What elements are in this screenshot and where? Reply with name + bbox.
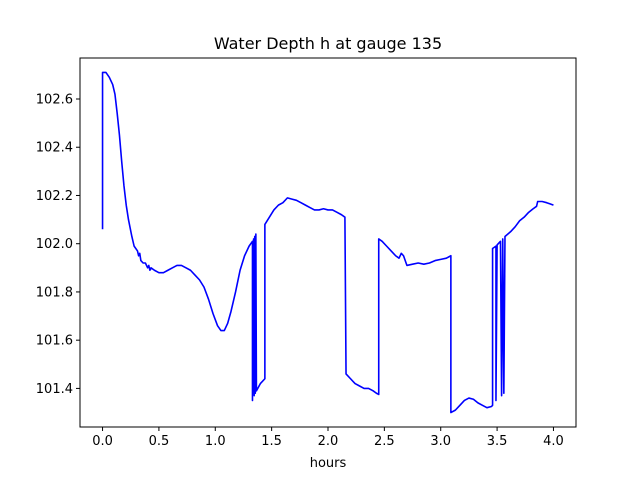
- x-tick-label: 1.0: [205, 434, 226, 449]
- x-tick-label: 2.5: [374, 434, 395, 449]
- x-axis-label: hours: [310, 456, 347, 471]
- x-tick-label: 3.0: [430, 434, 451, 449]
- series-layer: [101, 71, 554, 414]
- y-tick-label: 102.6: [36, 93, 73, 108]
- y-tick-label: 101.6: [36, 334, 73, 349]
- y-tick-label: 102.0: [36, 237, 73, 252]
- x-tick-label: 0.0: [92, 434, 113, 449]
- x-tick-label: 0.5: [149, 434, 170, 449]
- x-tick-label: 1.5: [261, 434, 282, 449]
- y-axis: 101.4 101.6 101.8 102.0 102.2 102.4 102.6: [36, 93, 80, 397]
- chart-title: Water Depth h at gauge 135: [214, 34, 442, 53]
- y-tick-label: 102.2: [36, 189, 73, 204]
- y-tick-label: 101.8: [36, 285, 73, 300]
- y-tick-label: 101.4: [36, 382, 73, 397]
- x-axis: 0.0 0.5 1.0 1.5 2.0 2.5 3.0 3.5 4.0: [92, 427, 564, 449]
- y-tick-label: 102.4: [36, 141, 73, 156]
- series-line: [101, 71, 554, 414]
- x-tick-label: 2.0: [318, 434, 339, 449]
- x-tick-label: 4.0: [543, 434, 564, 449]
- x-tick-label: 3.5: [487, 434, 508, 449]
